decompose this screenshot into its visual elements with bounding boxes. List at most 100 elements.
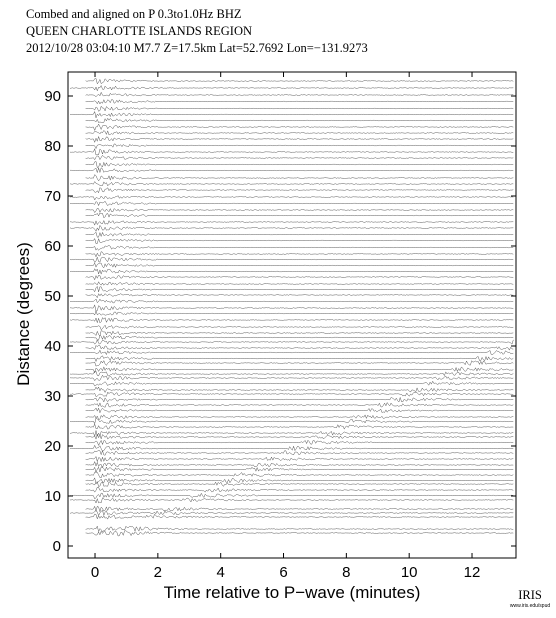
seismic-trace xyxy=(85,433,514,440)
seismic-trace xyxy=(69,317,514,324)
x-tick-label: 12 xyxy=(464,564,481,581)
seismic-trace xyxy=(69,219,514,226)
y-tick-label: 30 xyxy=(44,388,61,405)
seismic-trace xyxy=(85,355,514,363)
x-tick-label: 2 xyxy=(154,564,162,581)
seismic-trace xyxy=(85,245,514,251)
seismic-trace xyxy=(85,466,514,474)
seismic-trace xyxy=(85,344,514,351)
title-line: QUEEN CHARLOTTE ISLANDS REGION xyxy=(26,24,252,38)
seismic-trace xyxy=(69,492,514,500)
seismic-trace xyxy=(85,281,514,286)
x-tick-label: 8 xyxy=(342,564,350,581)
x-tick-label: 6 xyxy=(279,564,287,581)
seismic-trace xyxy=(85,117,514,124)
seismic-trace xyxy=(85,525,514,533)
seismic-trace xyxy=(85,481,514,487)
seismic-trace xyxy=(85,460,514,469)
seismic-trace xyxy=(85,401,514,408)
seismic-trace xyxy=(85,274,514,281)
seismic-trace xyxy=(69,84,514,92)
seismic-trace xyxy=(85,231,514,238)
seismic-trace xyxy=(85,414,514,420)
seismic-trace xyxy=(85,513,514,520)
seismic-trace xyxy=(85,330,514,337)
y-tick-label: 0 xyxy=(53,538,61,555)
seismic-trace xyxy=(85,471,514,478)
logo: IRIS xyxy=(518,588,542,602)
seismic-trace xyxy=(69,391,514,397)
title-line: 2012/10/28 03:04:10 M7.7 Z=17.5km Lat=52… xyxy=(26,41,368,55)
seismic-trace xyxy=(85,423,514,430)
seismic-trace xyxy=(69,349,514,356)
seismic-trace xyxy=(85,285,514,293)
seismic-trace xyxy=(69,268,514,275)
seismic-trace xyxy=(69,370,514,377)
seismic-trace xyxy=(69,224,514,232)
y-tick-label: 60 xyxy=(44,238,61,255)
seismic-trace xyxy=(85,91,514,98)
x-axis-label: Time relative to P−wave (minutes) xyxy=(164,583,421,602)
seismic-trace xyxy=(69,256,514,264)
seismic-trace xyxy=(69,181,514,187)
y-tick-label: 80 xyxy=(44,138,61,155)
seismic-trace xyxy=(85,334,514,341)
y-tick-label: 20 xyxy=(44,438,61,455)
y-tick-label: 90 xyxy=(44,88,61,105)
y-tick-label: 70 xyxy=(44,188,61,205)
seismic-trace xyxy=(85,530,514,537)
seismic-trace xyxy=(85,396,514,403)
title-line: Combed and aligned on P 0.3to1.0Hz BHZ xyxy=(26,7,242,21)
seismic-trace xyxy=(85,212,514,219)
seismic-trace xyxy=(85,135,514,144)
seismic-trace xyxy=(85,505,514,513)
seismic-trace xyxy=(85,99,514,105)
seismic-trace xyxy=(70,380,514,387)
seismic-trace xyxy=(69,509,514,517)
seismic-trace xyxy=(69,417,514,425)
seismic-trace xyxy=(85,366,514,374)
x-tick-label: 0 xyxy=(91,564,99,581)
seismic-trace xyxy=(85,174,514,182)
seismic-trace xyxy=(85,143,514,150)
y-tick-label: 40 xyxy=(44,338,61,355)
seismic-trace xyxy=(85,455,514,463)
seismic-trace xyxy=(85,237,514,244)
y-tick-label: 10 xyxy=(44,488,61,505)
seismic-trace xyxy=(85,486,514,493)
seismic-trace xyxy=(85,123,514,132)
y-axis-label: Distance (degrees) xyxy=(14,242,33,386)
seismic-trace xyxy=(85,105,514,112)
seismic-trace xyxy=(85,262,514,269)
seismic-trace xyxy=(69,304,514,312)
seismic-trace xyxy=(69,430,514,438)
seismic-trace xyxy=(69,200,514,207)
x-tick-label: 4 xyxy=(217,564,225,581)
seismic-trace xyxy=(85,477,514,484)
seismic-trace xyxy=(70,167,514,174)
seismic-trace xyxy=(85,439,514,447)
seismic-trace xyxy=(85,360,514,367)
seismic-trace xyxy=(69,444,514,452)
seismic-trace xyxy=(69,339,514,345)
logo-url: www.iris.edu/spud xyxy=(510,603,551,609)
seismic-trace xyxy=(85,386,514,393)
seismic-trace xyxy=(69,298,514,304)
seismic-trace xyxy=(85,207,514,214)
seismic-trace xyxy=(69,195,514,201)
seismic-trace xyxy=(85,251,514,258)
seismic-trace xyxy=(85,293,514,299)
seismic-trace xyxy=(69,310,514,316)
seismic-trace xyxy=(69,147,514,156)
seismic-trace xyxy=(85,449,514,456)
seismic-trace xyxy=(69,374,514,382)
x-tick-label: 10 xyxy=(401,564,418,581)
seismic-trace xyxy=(69,110,514,119)
seismic-trace xyxy=(85,187,514,194)
seismic-trace xyxy=(85,130,514,136)
y-tick-label: 50 xyxy=(44,288,61,305)
seismic-trace xyxy=(69,497,514,504)
seismic-trace xyxy=(85,407,514,414)
seismic-trace xyxy=(85,155,514,161)
